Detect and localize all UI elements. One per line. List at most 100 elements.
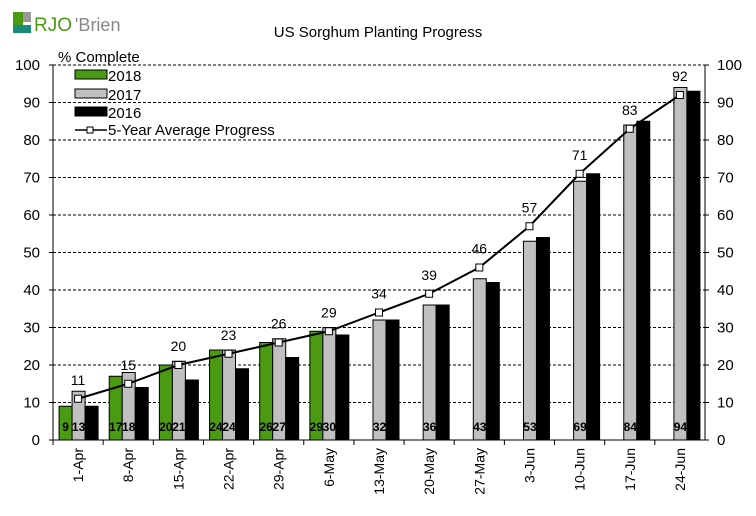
bar-2016: [385, 319, 400, 441]
bar-value-label: 32: [373, 420, 387, 434]
x-tick-label: 29-Apr: [271, 448, 287, 490]
y-tick-label-right: 50: [717, 245, 734, 262]
line-value-label: 46: [472, 241, 488, 257]
line-value-label: 57: [522, 199, 538, 215]
line-value-label: 92: [672, 68, 688, 84]
y-tick-label-left: 20: [23, 357, 40, 374]
y-tick-label-left: 70: [23, 170, 40, 187]
line-marker: [375, 308, 383, 317]
line-marker: [575, 169, 584, 178]
line-value-label: 34: [371, 286, 387, 302]
line-marker: [274, 338, 283, 347]
line-value-label: 71: [572, 147, 588, 163]
bar-2016: [84, 405, 99, 441]
legend-swatch-2017: [74, 88, 108, 99]
line-marker: [675, 91, 684, 99]
bar-2016: [586, 173, 601, 441]
x-tick-label: 1-Apr: [70, 448, 86, 483]
line-value-label: 15: [120, 357, 136, 373]
bar-2017: [472, 278, 487, 441]
x-tick-label: 13-May: [371, 448, 387, 495]
bar-value-label: 43: [473, 420, 487, 434]
line-marker: [174, 361, 183, 369]
bar-2017: [623, 124, 638, 441]
x-tick-label: 27-May: [471, 448, 487, 495]
y-axis-label: % Complete: [58, 49, 140, 66]
bar-2016: [184, 379, 199, 441]
bar-2016: [285, 357, 300, 441]
y-tick-label-right: 80: [717, 132, 734, 149]
bar-2016: [335, 334, 350, 441]
bar-2016: [485, 282, 500, 441]
bar-value-label: 26: [260, 420, 274, 434]
bar-value-label: 20: [159, 420, 173, 434]
bar-value-label: 84: [624, 420, 638, 434]
y-tick-label-right: 10: [717, 395, 734, 412]
bar-value-label: 21: [172, 420, 186, 434]
svg-text:RJO: RJO: [34, 15, 72, 36]
x-tick-label: 3-Jun: [521, 448, 537, 483]
line-marker: [625, 124, 634, 133]
x-tick-label: 20-May: [421, 448, 437, 495]
x-tick-label: 24-Jun: [672, 448, 688, 491]
legend-label: 2018: [108, 68, 141, 85]
line-value-label: 83: [622, 102, 638, 118]
bar-value-label: 69: [573, 420, 587, 434]
y-tick-label-right: 70: [717, 170, 734, 187]
bar-2017: [522, 240, 537, 441]
line-value-label: 11: [71, 372, 86, 388]
y-tick-label-right: 30: [717, 320, 734, 337]
line-marker: [74, 394, 83, 403]
line-marker: [224, 349, 233, 358]
bar-2017: [673, 87, 688, 441]
legend-label: 2016: [108, 105, 141, 122]
x-tick-label: 17-Jun: [622, 448, 638, 491]
bar-value-label: 53: [523, 420, 537, 434]
chart-title: US Sorghum Planting Progress: [274, 24, 482, 41]
y-tick-label-right: 40: [717, 282, 734, 299]
bar-value-label: 29: [310, 420, 324, 434]
line-value-label: 29: [321, 304, 337, 320]
bar-value-label: 24: [209, 420, 223, 434]
y-tick-label-left: 90: [23, 95, 40, 112]
y-tick-label-left: 10: [23, 395, 40, 412]
y-tick-label-left: 40: [23, 282, 40, 299]
bar-2016: [235, 368, 250, 441]
bar-value-label: 94: [674, 420, 688, 434]
legend-swatch-marker: [86, 126, 94, 134]
bar-2016: [435, 304, 450, 441]
y-tick-label-right: 20: [717, 357, 734, 374]
bar-value-label: 27: [273, 420, 287, 434]
bar-value-label: 17: [109, 420, 123, 434]
bar-value-label: 24: [222, 420, 236, 434]
y-tick-label-right: 100: [717, 57, 742, 74]
bar-value-label: 18: [122, 420, 136, 434]
y-tick-label-right: 0: [717, 432, 725, 449]
bar-value-label: 36: [423, 420, 437, 434]
bar-2016: [686, 90, 701, 441]
legend-swatch-2018: [74, 69, 108, 80]
line-value-label: 23: [221, 327, 237, 343]
rjo-brien-logo-icon: RJO 'Brien: [13, 12, 120, 36]
line-marker: [124, 379, 133, 388]
y-tick-label-right: 60: [717, 207, 734, 224]
legend-label: 2017: [108, 87, 141, 104]
y-tick-label-right: 90: [717, 95, 734, 112]
bar-2016: [134, 387, 149, 441]
x-tick-label: 6-May: [321, 448, 337, 487]
bar-value-label: 13: [72, 420, 86, 434]
svg-text:'Brien: 'Brien: [75, 15, 120, 35]
y-tick-label-left: 50: [23, 245, 40, 262]
x-tick-label: 8-Apr: [120, 448, 136, 483]
y-tick-label-left: 60: [23, 207, 40, 224]
x-tick-label: 22-Apr: [221, 448, 237, 490]
line-value-label: 39: [421, 267, 437, 283]
y-tick-label-left: 30: [23, 320, 40, 337]
legend-swatch-2016: [74, 106, 108, 117]
bar-2016: [636, 120, 651, 441]
line-marker: [475, 263, 484, 272]
bar-value-label: 30: [323, 420, 337, 434]
legend-label: 5-Year Average Progress: [108, 122, 275, 139]
